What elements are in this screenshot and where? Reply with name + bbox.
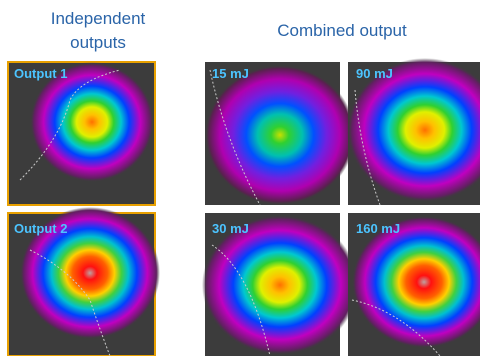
- panel: Output 2: [7, 207, 160, 356]
- panel-label: 15 mJ: [212, 66, 249, 81]
- panel: Output 1: [7, 61, 156, 206]
- left-title: Independent: [51, 9, 146, 28]
- panel: 30 mJ: [202, 213, 358, 356]
- panel-label: 30 mJ: [212, 221, 249, 236]
- panel-label: 160 mJ: [356, 221, 400, 236]
- panel-label: Output 1: [14, 66, 67, 81]
- panel: 90 mJ: [347, 58, 480, 206]
- panel: 160 mJ: [348, 213, 480, 356]
- panel: 15 mJ: [205, 62, 355, 206]
- panel-label: Output 2: [14, 221, 67, 236]
- left-title: outputs: [70, 33, 126, 52]
- right-title: Combined output: [277, 21, 407, 40]
- panel-label: 90 mJ: [356, 66, 393, 81]
